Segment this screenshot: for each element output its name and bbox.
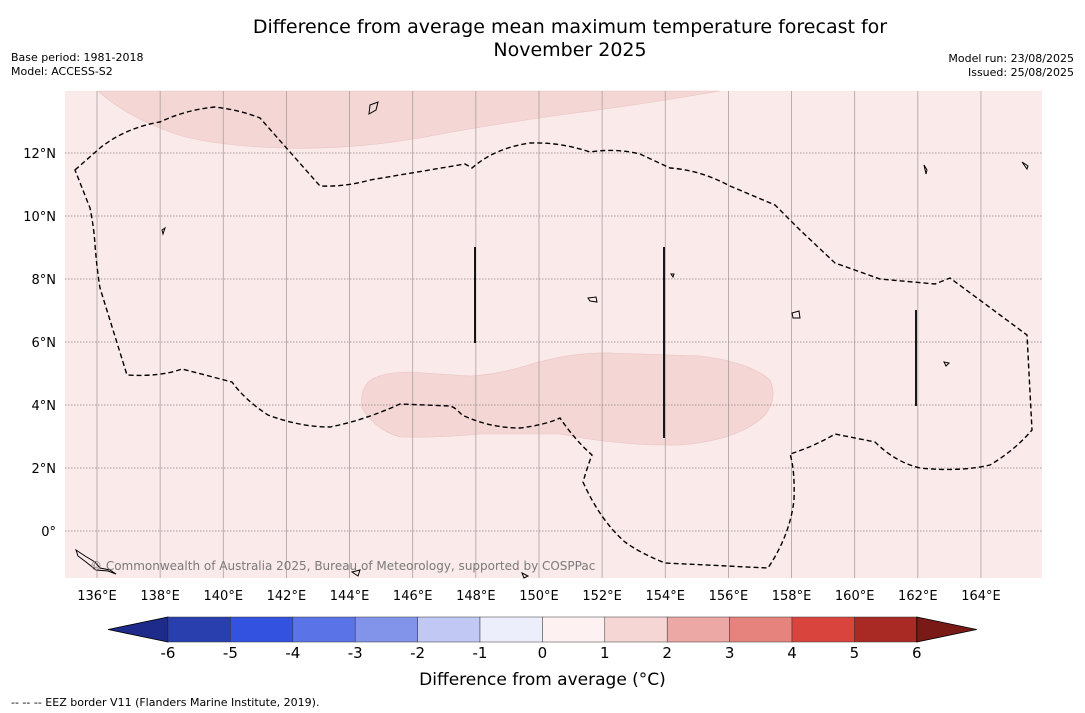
longitude-tick-label: 162°E: [898, 589, 938, 604]
island-kosrae: [943, 361, 951, 367]
longitude-tick-label: 160°E: [835, 589, 875, 604]
colorbar-segment: [230, 616, 294, 643]
longitude-tick-label: 138°E: [140, 589, 180, 604]
colorbar-tick-label: -5: [223, 644, 238, 662]
island-small-5: [923, 164, 928, 175]
longitude-tick-label: 154°E: [645, 589, 685, 604]
anomaly-areas: [97, 90, 774, 446]
solid-lines: [474, 247, 917, 438]
colorbar-segment: [479, 616, 543, 643]
colorbar-tick-label: 3: [725, 644, 735, 662]
longitude-tick-label: 152°E: [582, 589, 622, 604]
gridlines: [65, 91, 1042, 578]
colorbar-title: Difference from average (°C): [419, 670, 666, 690]
colorbar-tick-label: -6: [161, 644, 176, 662]
longitude-tick-label: 150°E: [519, 589, 559, 604]
island-pohnpei: [791, 310, 801, 319]
eez-border: [74, 106, 1033, 569]
colorbar: [107, 616, 977, 643]
longitude-tick-label: 136°E: [77, 589, 117, 604]
model-run: Model run: 23/08/2025: [948, 52, 1074, 65]
island-small-3: [521, 571, 530, 579]
title-line-2: November 2025: [493, 39, 647, 61]
longitude-tick-label: 144°E: [330, 589, 370, 604]
colorbar-tick-label: -1: [473, 644, 488, 662]
island-small-4: [1021, 161, 1029, 171]
island-png-coast: [75, 548, 117, 575]
colorbar-segment: [167, 616, 231, 643]
colorbar-segment: [292, 616, 356, 643]
colorbar-under-arrow: [107, 616, 169, 643]
latitude-tick-label: 4°N: [32, 399, 57, 414]
colorbar-tick-label: -4: [285, 644, 300, 662]
meta-left: Base period: 1981-2018 Model: ACCESS-S2: [11, 51, 143, 79]
colorbar-tick-label: 1: [600, 644, 610, 662]
latitude-tick-label: 6°N: [32, 336, 57, 351]
copyright-notice: © Commonwealth of Australia 2025, Bureau…: [90, 559, 595, 573]
colorbar-segment: [854, 616, 918, 643]
longitude-tick-label: 158°E: [772, 589, 812, 604]
map-title: Difference from average mean maximum tem…: [170, 16, 970, 62]
island-yap: [161, 226, 166, 236]
base-period: Base period: 1981-2018: [11, 51, 144, 64]
colorbar-segment: [542, 616, 606, 643]
colorbar-tick-label: -3: [348, 644, 363, 662]
colorbar-segment: [417, 616, 481, 643]
colorbar-tick-labels: -6 -5 -4 -3 -2 -1 0 1 2 3 4 5 6: [161, 644, 922, 662]
map-background: [65, 91, 1042, 578]
latitude-tick-label: 10°N: [23, 210, 56, 225]
longitude-tick-label: 142°E: [267, 589, 307, 604]
colorbar-over-arrow: [916, 616, 977, 643]
longitude-tick-label: 164°E: [961, 589, 1001, 604]
longitude-tick-label: 156°E: [709, 589, 749, 604]
colorbar-segment: [791, 616, 855, 643]
meta-right: Model run: 23/08/2025 Issued: 25/08/2025: [948, 52, 1074, 80]
latitude-tick-label: 2°N: [32, 462, 57, 477]
colorbar-tick-label: 5: [850, 644, 860, 662]
colorbar-tick-label: 0: [538, 644, 548, 662]
island-small-2: [350, 569, 361, 577]
title-line-1: Difference from average mean maximum tem…: [252, 16, 888, 38]
latitude-tick-label: 12°N: [23, 147, 56, 162]
islands: [75, 101, 1029, 579]
anomaly-area-central: [361, 352, 774, 446]
latitude-tick-labels: 12°N 10°N 8°N 6°N 4°N 2°N 0°: [23, 147, 56, 540]
colorbar-tick-label: 4: [787, 644, 797, 662]
colorbar-segment: [354, 616, 418, 643]
anomaly-area-north: [97, 90, 721, 149]
colorbar-tick-label: 6: [912, 644, 922, 662]
issued-date: Issued: 25/08/2025: [967, 66, 1074, 79]
longitude-tick-labels: 136°E 138°E 140°E 142°E 144°E 146°E 148°E 150°E…: [77, 589, 1000, 604]
model-name: Model: ACCESS-S2: [11, 65, 113, 78]
island-small-1: [670, 273, 675, 279]
island-chuuk: [587, 296, 598, 303]
footnote: -- -- -- EEZ border V11 (Flanders Marine…: [11, 696, 320, 709]
longitude-tick-label: 148°E: [456, 589, 496, 604]
colorbar-segment: [729, 616, 793, 643]
colorbar-segment: [666, 616, 730, 643]
island-guam: [368, 101, 379, 115]
latitude-tick-label: 0°: [41, 525, 56, 540]
colorbar-tick-label: -2: [410, 644, 425, 662]
longitude-tick-label: 146°E: [393, 589, 433, 604]
colorbar-segment: [604, 616, 668, 643]
colorbar-tick-label: 2: [662, 644, 672, 662]
longitude-tick-label: 140°E: [204, 589, 244, 604]
latitude-tick-label: 8°N: [32, 273, 57, 288]
